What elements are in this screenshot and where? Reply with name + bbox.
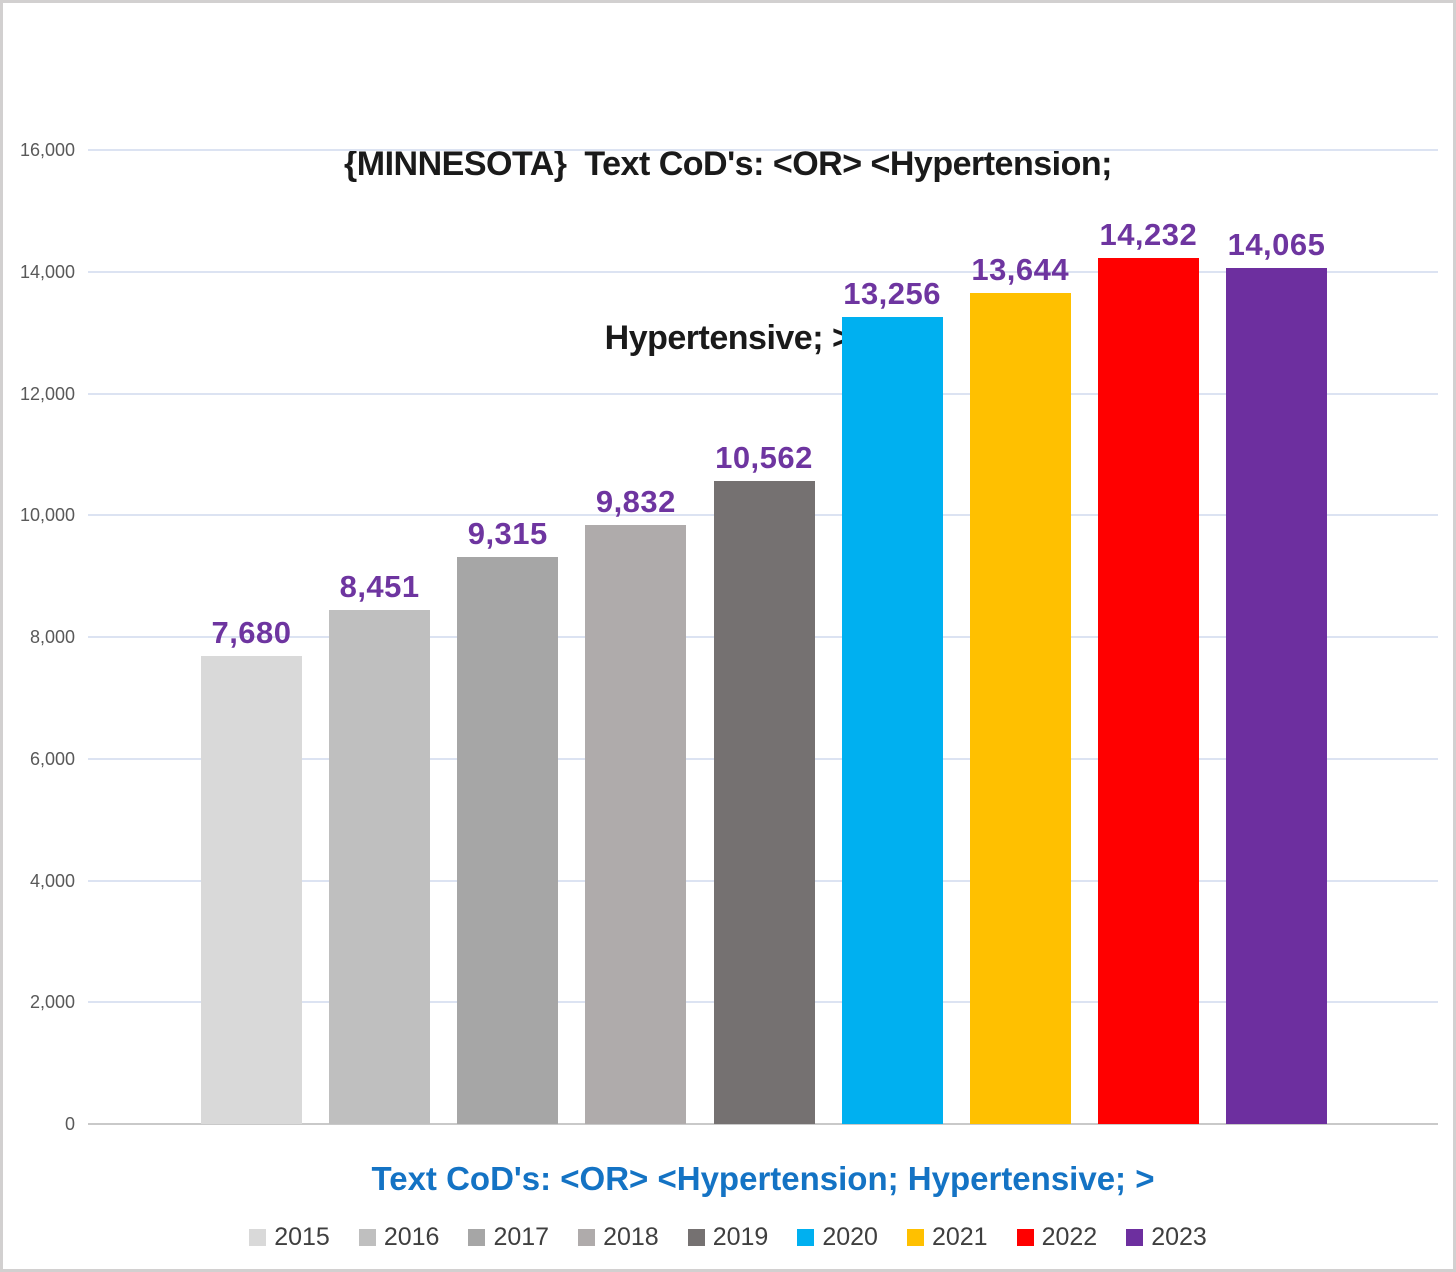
bar-value-label-2019: 10,562 xyxy=(715,440,813,476)
bar-value-label-2016: 8,451 xyxy=(339,568,420,604)
legend-swatch-icon xyxy=(578,1229,596,1246)
y-axis-tick-label: 12,000 xyxy=(19,383,75,404)
legend-swatch-icon xyxy=(249,1229,267,1246)
legend-label: 2022 xyxy=(1041,1223,1098,1251)
bar-value-label-2017: 9,315 xyxy=(467,515,548,551)
x-axis-line xyxy=(88,1123,1438,1125)
y-axis-tick-label: 6,000 xyxy=(29,748,75,769)
chart-title-line1: {MINNESOTA} Text CoD's: <OR> <Hypertensi… xyxy=(344,145,1112,183)
bar-value-label-2015: 7,680 xyxy=(211,615,292,651)
legend-swatch-icon xyxy=(906,1229,924,1246)
chart-title: {MINNESOTA} Text CoD's: <OR> <Hypertensi… xyxy=(3,19,1453,483)
legend-label: 2021 xyxy=(931,1223,988,1251)
legend-label: 2016 xyxy=(383,1223,440,1251)
bar-2016 xyxy=(329,609,431,1124)
bar-2017 xyxy=(457,556,559,1124)
bar-2018 xyxy=(585,525,687,1124)
legend-item-2023: 2023 xyxy=(1126,1225,1207,1250)
y-axis-tick-label: 4,000 xyxy=(29,870,75,891)
gridline xyxy=(88,392,1438,395)
bar-2020 xyxy=(841,317,943,1124)
legend-label: 2015 xyxy=(274,1223,330,1251)
x-axis-title: Text CoD's: <OR> <Hypertension; Hyperten… xyxy=(371,1160,1155,1197)
bar-2021 xyxy=(969,293,1071,1124)
bar-2015 xyxy=(201,656,302,1124)
legend-item-2022: 2022 xyxy=(1016,1223,1098,1251)
legend-item-2017: 2017 xyxy=(468,1225,549,1250)
legend-item-2019: 2019 xyxy=(687,1223,769,1251)
legend-item-2020: 2020 xyxy=(797,1225,878,1250)
legend-swatch-icon xyxy=(1126,1229,1144,1246)
legend-swatch-icon xyxy=(1016,1229,1034,1246)
y-axis-tick-label: 10,000 xyxy=(19,505,75,526)
y-axis-tick-label: 2,000 xyxy=(29,992,75,1013)
bar-2019 xyxy=(713,481,815,1124)
bar-value-label-2022: 14,232 xyxy=(1099,216,1198,252)
legend-item-2016: 2016 xyxy=(358,1223,440,1251)
legend-item-2015: 2015 xyxy=(249,1225,330,1250)
y-axis-tick-label: 0 xyxy=(64,1114,75,1134)
bar-2022 xyxy=(1097,257,1199,1124)
y-axis-tick-label: 8,000 xyxy=(29,627,75,647)
legend-swatch-icon xyxy=(797,1229,815,1246)
legend-swatch-icon xyxy=(358,1229,376,1246)
legend-label: 2019 xyxy=(712,1223,769,1251)
gridline xyxy=(88,270,1438,273)
legend-label: 2020 xyxy=(822,1223,878,1251)
bar-value-label-2021: 13,644 xyxy=(971,252,1070,288)
legend-label: 2023 xyxy=(1151,1223,1207,1251)
gridline xyxy=(88,149,1438,151)
legend-swatch-icon xyxy=(687,1229,705,1246)
bar-2023 xyxy=(1226,267,1327,1124)
bar-value-label-2023: 14,065 xyxy=(1227,226,1326,262)
bar-value-label-2020: 13,256 xyxy=(843,276,942,312)
bar-value-label-2018: 9,832 xyxy=(595,484,676,520)
legend-swatch-icon xyxy=(468,1229,486,1246)
y-axis-tick-label: 16,000 xyxy=(19,140,75,160)
legend-label: 2018 xyxy=(603,1223,659,1251)
y-axis-tick-label: 14,000 xyxy=(19,261,75,282)
legend-label: 2017 xyxy=(493,1223,550,1251)
legend-item-2018: 2018 xyxy=(578,1225,659,1250)
legend-item-2021: 2021 xyxy=(906,1223,988,1251)
legend: 2015 2016 2017 2018 2019 2020 2021 2022 2023 xyxy=(3,1225,1453,1250)
